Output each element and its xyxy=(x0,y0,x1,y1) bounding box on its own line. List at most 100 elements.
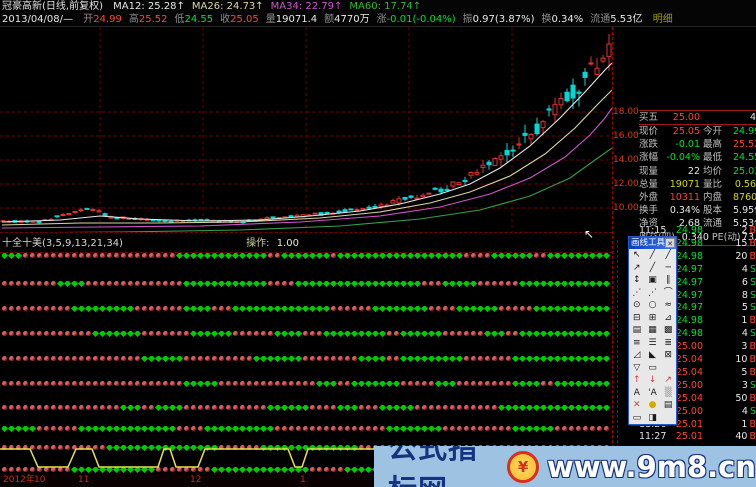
fib-lines-tool-icon[interactable]: ☰ xyxy=(648,337,657,348)
horizontal-line-tool-icon[interactable]: ─ xyxy=(665,262,671,273)
red-dot-icon xyxy=(359,426,364,431)
palette-close-button[interactable]: ✕ xyxy=(665,238,675,248)
list-frame-tool-icon[interactable]: ▤ xyxy=(663,400,673,410)
green-dot-icon xyxy=(483,306,492,312)
green-dot-icon xyxy=(245,281,254,287)
green-dot-icon xyxy=(392,405,401,411)
detail-link[interactable]: 明细 xyxy=(652,14,673,25)
price-axis-label: 18.00 xyxy=(613,107,639,117)
multi-line-tool-icon[interactable]: ⋰ xyxy=(647,287,657,298)
drawing-tools-palette[interactable]: 画线工具 ✕ ↖ ╱ ╱ ↗ ╱ ─ ↕ ▣ ∥ ⋰ ⋰ ⌒ ⊙ ○ ≈ ⊟ ⊞ ⊿ ▤ ▦ ▩ ≡ ☰ ≣ ◿ ◣ ⊠ ▽ ▭ ↑ ↓ ↗ A… xyxy=(628,236,677,425)
palette-title-bar[interactable]: 画线工具 ✕ xyxy=(629,237,676,249)
quote-label: 量比 xyxy=(703,178,723,190)
red-dot-icon xyxy=(471,331,476,336)
red-dot-icon xyxy=(282,381,287,386)
candlestick-chart[interactable] xyxy=(0,27,612,232)
tick-row: 25.00 4 S xyxy=(639,405,756,418)
buy5-label: 买五 xyxy=(639,112,659,123)
price-note-tool-icon[interactable]: ▣ xyxy=(648,275,657,285)
ray-tool-icon[interactable]: ╱ xyxy=(649,262,656,273)
red-dot-icon xyxy=(261,405,266,410)
red-dot-icon xyxy=(485,281,490,286)
slope-arrow-tool-icon[interactable]: ↗ xyxy=(664,375,672,385)
gann-box-tool-icon[interactable]: ⊟ xyxy=(633,312,641,323)
red-dot-icon xyxy=(135,281,140,286)
parallel-line-tool-icon[interactable]: ∥ xyxy=(665,275,671,285)
quote-value: 73.7 xyxy=(741,231,756,243)
wave-band-tool-icon[interactable]: ≈ xyxy=(664,300,672,310)
red-dot-icon xyxy=(44,356,49,361)
red-dot-icon xyxy=(471,356,476,361)
shaded-rect-tool-icon[interactable]: ▤ xyxy=(632,325,642,335)
quote-label: 现量 xyxy=(639,165,659,177)
gann-fan-tool-icon[interactable]: ◣ xyxy=(649,350,656,360)
quote-text-tool-icon[interactable]: 'A xyxy=(648,387,657,398)
green-dot-icon xyxy=(280,405,289,411)
green-dot-icon xyxy=(154,405,163,411)
green-dot-icon xyxy=(434,253,443,259)
red-dot-icon xyxy=(366,426,371,431)
bar-field: 额4770万 xyxy=(324,13,369,26)
cross-rect-tool-icon[interactable]: ⊠ xyxy=(664,350,672,360)
hatch-rect-tool-icon[interactable]: ▦ xyxy=(648,325,657,335)
dense-rect-tool-icon[interactable]: ▩ xyxy=(663,325,673,335)
green-dot-icon xyxy=(567,381,576,387)
quote-label: 最高 xyxy=(703,139,723,151)
angle-tool-icon[interactable]: ⊿ xyxy=(664,312,672,323)
split-rect-tool-icon[interactable]: ◨ xyxy=(648,412,657,423)
speed-line-tool-icon[interactable]: ◿ xyxy=(633,350,641,360)
delete-tool-icon[interactable]: ✕ xyxy=(633,400,641,410)
down-arrow-tool-icon[interactable]: ↓ xyxy=(648,375,657,385)
red-dot-icon xyxy=(541,253,546,258)
red-dot-icon xyxy=(604,426,609,431)
green-dot-icon xyxy=(392,381,401,387)
red-dot-icon xyxy=(30,306,35,311)
green-dot-icon xyxy=(2,426,9,432)
rectangle-tool-icon[interactable]: ▭ xyxy=(648,362,657,373)
red-dot-icon xyxy=(149,381,154,386)
green-dot-icon xyxy=(98,331,107,337)
parallel-channel-tool-icon[interactable]: ⋰ xyxy=(632,287,642,298)
green-dot-icon xyxy=(112,331,121,337)
quote-label: 涨幅 xyxy=(639,152,659,164)
indicator-op-label: 操作: xyxy=(246,238,270,249)
quote-label: 股本 xyxy=(703,205,723,217)
red-dot-icon xyxy=(58,381,63,386)
arrow-line-tool-icon[interactable]: ↗ xyxy=(633,262,641,273)
text-tool-icon[interactable]: A xyxy=(633,387,640,398)
red-dot-icon xyxy=(436,281,441,286)
pointer-tool-icon[interactable]: ↖ xyxy=(633,250,641,260)
flat-rect-tool-icon[interactable]: ▭ xyxy=(632,412,642,423)
red-dot-icon xyxy=(240,381,245,386)
arc-tool-icon[interactable]: ⌒ xyxy=(663,287,673,298)
green-dot-icon xyxy=(581,281,590,287)
vertical-line-tool-icon[interactable]: ↕ xyxy=(633,275,641,285)
red-dot-icon xyxy=(373,405,378,410)
green-dot-icon xyxy=(238,306,247,312)
grid-box-tool-icon[interactable]: ⊞ xyxy=(648,312,657,323)
ellipse-tool-icon[interactable]: ○ xyxy=(648,300,657,310)
trend-line-tool-icon[interactable]: ╱ xyxy=(649,250,656,260)
up-arrow-tool-icon[interactable]: ↑ xyxy=(633,375,641,385)
bar-field: 高25.52 xyxy=(129,13,168,26)
circle-tool-icon[interactable]: ⊙ xyxy=(633,300,641,310)
red-dot-icon xyxy=(44,281,49,286)
triangle-tool-icon[interactable]: ▽ xyxy=(633,362,641,373)
red-dot-icon xyxy=(149,306,154,311)
disabled-grid-tool-icon[interactable]: ▒ xyxy=(664,387,672,398)
percent-lines-tool-icon[interactable]: ≡ xyxy=(633,337,641,348)
green-dot-icon xyxy=(532,281,541,287)
red-dot-icon xyxy=(366,445,371,450)
red-dot-icon xyxy=(198,356,203,361)
red-dot-icon xyxy=(44,467,49,472)
tick-volume-number: 40 xyxy=(735,431,748,443)
site-url[interactable]: www.9m8.cn xyxy=(547,449,756,484)
marker-dot-tool-icon[interactable]: ● xyxy=(648,400,657,410)
green-dot-icon xyxy=(315,381,324,387)
cycle-lines-tool-icon[interactable]: ≣ xyxy=(664,337,672,348)
quote-row: 涨幅 -0.04%最低 24.55 xyxy=(639,151,756,164)
buy5-row[interactable]: 买五 25.00 4 xyxy=(639,111,756,124)
segment-tool-icon[interactable]: ╱ xyxy=(665,250,671,260)
red-dot-icon xyxy=(23,356,28,361)
tick-volume-number: 4 xyxy=(741,328,748,340)
